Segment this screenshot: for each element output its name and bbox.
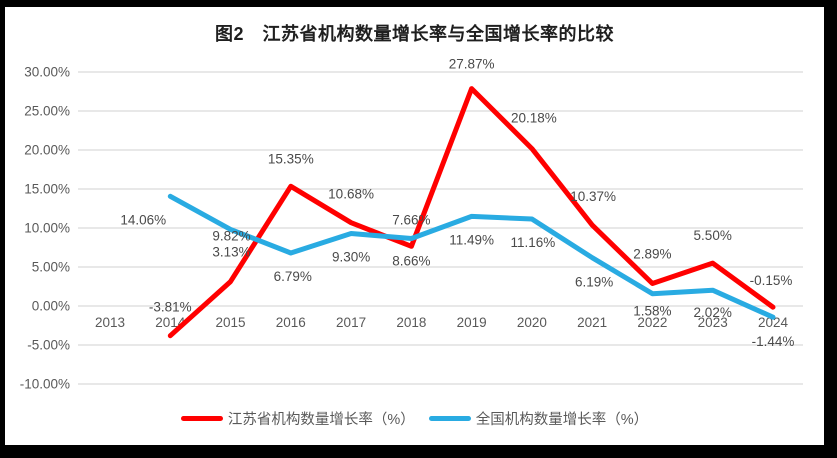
legend: 江苏省机构数量增长率（%） 全国机构数量增长率（%） [5, 408, 824, 429]
data-label: 20.18% [511, 111, 557, 126]
data-label: -0.15% [750, 273, 793, 288]
national-line-swatch-icon [428, 416, 471, 421]
y-tick-label: 30.00% [24, 65, 70, 80]
data-label: 11.49% [449, 232, 494, 247]
data-label: 2.02% [694, 305, 732, 320]
data-label: 1.58% [633, 304, 671, 319]
chart-title: 图2 江苏省机构数量增长率与全国增长率的比较 [214, 24, 614, 44]
line-chart: 30.00% 25.00% 20.00% 15.00% 10.00% 5.00% 0.00%… [20, 57, 803, 392]
legend-label-national: 全国机构数量增长率（%） [475, 412, 649, 428]
y-tick-label: 15.00% [24, 182, 70, 197]
data-label: 2.89% [633, 246, 671, 261]
data-label: 9.30% [332, 249, 370, 264]
data-label: -1.44% [752, 334, 795, 349]
x-tick-label: 2016 [276, 315, 306, 330]
data-label: 6.19% [575, 275, 613, 290]
data-label: 11.16% [510, 235, 555, 250]
data-label: 10.68% [328, 187, 374, 202]
x-tick-label: 2015 [216, 315, 246, 330]
x-tick-label: 2023 [698, 315, 728, 330]
data-label: 3.13% [212, 245, 250, 260]
y-tick-label: 25.00% [24, 104, 70, 119]
data-label: 9.82% [212, 228, 250, 243]
jiangsu-line [167, 86, 776, 339]
data-label: 15.35% [268, 151, 314, 166]
data-label: 5.50% [694, 228, 732, 243]
legend-item-jiangsu: 江苏省机构数量增长率（%） [180, 408, 415, 429]
legend-item-national: 全国机构数量增长率（%） [428, 408, 649, 429]
data-label: -3.81% [149, 300, 192, 315]
x-tick-label: 2019 [457, 315, 487, 330]
x-tick-label: 2017 [336, 315, 366, 330]
x-tick-label: 2022 [637, 315, 667, 330]
x-tick-label: 2013 [95, 315, 125, 330]
y-tick-label: 10.00% [24, 221, 70, 236]
data-label: 14.06% [120, 212, 166, 227]
y-tick-label: -5.00% [27, 338, 70, 353]
jiangsu-line-swatch-icon [180, 416, 223, 421]
x-tick-label: 2021 [577, 315, 607, 330]
y-tick-label: -10.00% [20, 377, 70, 392]
y-tick-label: 5.00% [32, 260, 70, 275]
chart-canvas: 图2 江苏省机构数量增长率与全国增长率的比较 30.00% 25.00% 20.00… [5, 7, 824, 445]
x-tick-label: 2024 [758, 315, 789, 330]
x-tick-label: 2020 [517, 315, 547, 330]
y-tick-label: 0.00% [32, 299, 70, 314]
x-tick-label: 2018 [396, 315, 426, 330]
data-label: 27.87% [449, 57, 495, 72]
data-label: 7.66% [392, 212, 430, 227]
national-line [167, 193, 776, 320]
data-label: 8.66% [392, 253, 430, 268]
legend-label-jiangsu: 江苏省机构数量增长率（%） [227, 412, 415, 428]
data-label: 10.37% [570, 189, 616, 204]
data-label: 6.79% [274, 269, 312, 284]
y-tick-label: 20.00% [24, 143, 70, 158]
